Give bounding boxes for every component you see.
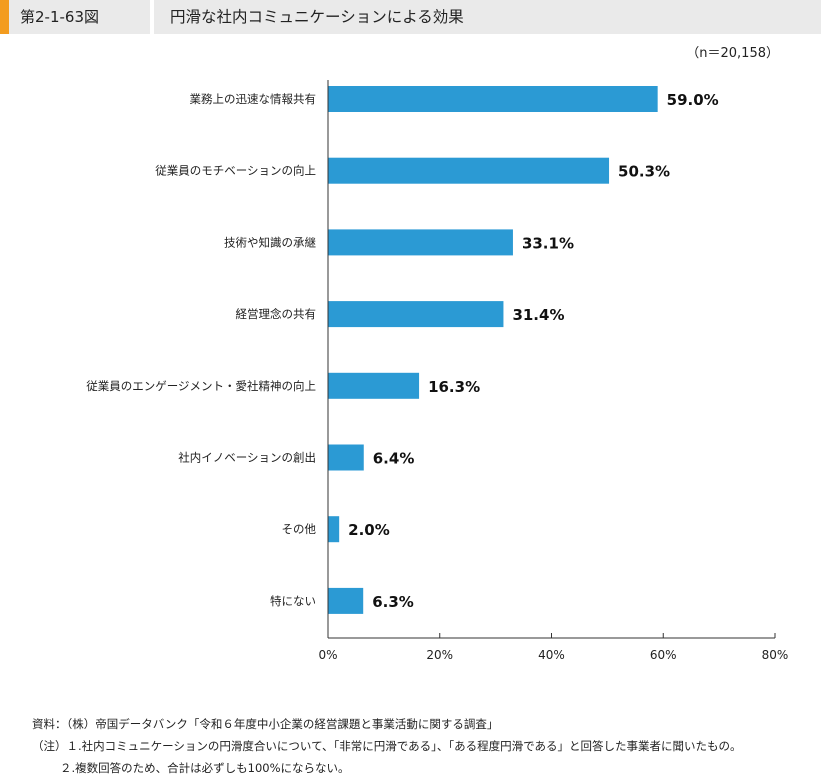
value-label: 2.0% [348,521,390,539]
bar [328,86,658,112]
category-label: 従業員のモチベーションの向上 [155,164,316,178]
x-tick-label: 20% [426,648,453,662]
value-label: 50.3% [618,163,670,181]
value-label: 6.3% [372,593,414,611]
category-label: 技術や知識の承継 [224,235,316,249]
bar [328,157,610,184]
x-tick-label: 0% [318,648,337,662]
footnote-1: （注）１.社内コミュニケーションの円滑度合いについて、「非常に円滑である」、「あ… [32,739,742,753]
bar [328,301,504,328]
value-label: 16.3% [428,378,480,396]
bar-chart: 業務上の迅速な情報共有 59.0% 従業員のモチベーションの向上 50.3% 技術や知識… [86,80,789,662]
sample-size-note: （n＝20,158） [686,46,779,61]
bar [328,372,420,399]
bar [328,444,364,471]
figure-number: 第2-1-63図 [20,8,99,26]
value-label: 6.4% [373,450,415,468]
value-label: 31.4% [512,306,564,324]
header-separator [150,0,154,34]
category-label: その他 [282,522,317,536]
category-label: 従業員のエンゲージメント・愛社精神の向上 [86,379,316,393]
x-tick-label: 40% [538,648,565,662]
bar [328,516,340,543]
figure-title: 円滑な社内コミュニケーションによる効果 [170,8,464,26]
header-accent-bar [0,0,9,34]
category-label: 業務上の迅速な情報共有 [190,92,317,106]
x-tick-label: 60% [650,648,677,662]
bar [328,229,513,256]
source-note: 資料：（株）帝国データバンク「令和６年度中小企業の経営課題と事業活動に関する調査… [32,717,499,731]
x-tick-label: 80% [762,648,789,662]
figure-header: 第2-1-63図 円滑な社内コミュニケーションによる効果 [0,0,821,34]
category-label: 特にない [270,594,316,608]
bar [328,587,364,614]
category-label: 社内イノベーションの創出 [178,451,316,465]
footnotes: 資料：（株）帝国データバンク「令和６年度中小企業の経営課題と事業活動に関する調査… [32,713,742,779]
footnote-2: ２.複数回答のため、合計は必ずしも100%にならない。 [60,761,350,775]
category-label: 経営理念の共有 [236,307,317,321]
value-label: 59.0% [667,91,719,109]
value-label: 33.1% [522,234,574,252]
